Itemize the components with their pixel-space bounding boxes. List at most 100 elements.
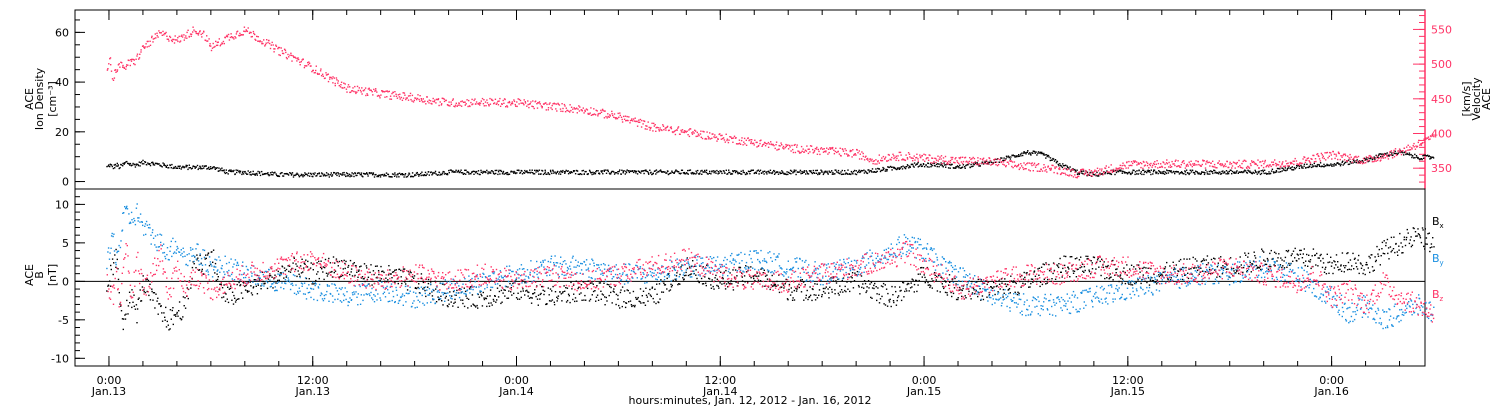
ion-density-point [825,171,827,174]
velocity-point [1264,161,1266,163]
velocity-point [854,153,856,155]
velocity-point [1055,166,1058,168]
velocity-point [832,146,834,149]
velocity-point [774,147,776,150]
ion-density-point [806,173,809,175]
velocity-point [195,32,197,35]
velocity-point [736,143,738,145]
ion-density-point [687,169,689,172]
ion-density-point [901,168,904,170]
ion-density-point [816,169,818,172]
bx-point [730,280,732,282]
bx-point [594,290,596,292]
velocity-point [1256,164,1259,167]
velocity-point [1404,151,1407,154]
bx-point [980,279,982,281]
bx-point [464,290,467,293]
bx-point [583,299,585,301]
velocity-point [367,94,369,96]
velocity-point [1121,164,1123,167]
ion-density-point [760,172,763,174]
ion-density-point [595,170,598,172]
velocity-point [370,89,372,92]
velocity-point [995,161,998,163]
ion-density-point [1286,167,1289,170]
ion-density-point [871,171,873,173]
bx-point [776,280,778,283]
ion-density-point [1180,171,1183,173]
bx-point [112,273,114,276]
velocity-point [856,149,858,151]
velocity-point [1205,161,1208,163]
velocity-point [1059,168,1061,171]
ion-density-point [558,173,560,175]
velocity-point [704,137,707,140]
velocity-point [546,103,548,106]
bx-point [1004,278,1006,280]
velocity-point [555,103,558,105]
ion-density-point [408,172,410,174]
velocity-point [764,142,767,144]
ion-density-point [874,171,876,173]
velocity-point [982,159,984,161]
velocity-point [608,116,610,118]
bx-point [811,299,813,302]
bx-point [876,299,878,302]
ion-density-point [998,161,1001,163]
velocity-point [666,126,668,128]
velocity-point [1102,171,1105,174]
ion-density-point [1157,172,1159,175]
ion-density-point [425,174,427,177]
velocity-point [862,152,864,155]
velocity-point [113,77,116,79]
bx-point [474,305,476,307]
bx-point [1054,278,1057,280]
velocity-point [743,137,746,140]
bx-point [752,275,754,278]
ion-density-point [1297,164,1300,167]
velocity-point [209,45,211,47]
bx-point [949,281,951,283]
velocity-point [908,153,911,155]
ion-density-point [1057,163,1059,166]
ion-density-point [1283,169,1285,171]
velocity-point [1389,151,1391,153]
ion-density-point [473,170,476,173]
velocity-point [744,143,746,145]
velocity-point [748,139,750,142]
velocity-point [1018,168,1020,171]
velocity-point [563,103,566,106]
ion-density-point [301,174,303,176]
bx-point [245,284,247,287]
velocity-point [720,134,722,137]
bx-point [206,254,209,256]
ion-density-point [564,172,566,174]
velocity-point [1208,161,1210,163]
ion-density-point [229,170,232,172]
bx-point [931,278,933,280]
ion-density-point [514,171,516,174]
velocity-point [478,102,480,104]
bx-point [750,277,752,279]
bx-point [1076,268,1078,271]
ion-density-point [771,172,773,175]
ion-density-point [450,169,452,171]
velocity-point [731,137,733,139]
ion-density-point [418,173,420,176]
velocity-point [800,151,802,154]
velocity-point [1417,141,1419,144]
velocity-point [1088,169,1091,171]
ion-density-point [1323,166,1325,168]
bx-point [828,297,830,299]
ion-density-point [534,169,536,172]
ion-density-point [812,169,815,172]
bx-point [842,291,844,293]
velocity-point [996,164,999,167]
ion-density-point [276,174,278,177]
bx-point [539,298,541,300]
ion-density-point [1350,162,1352,164]
ion-density-point [949,167,951,169]
velocity-point [944,155,947,158]
ion-density-point [826,170,828,173]
velocity-point [1259,161,1261,163]
